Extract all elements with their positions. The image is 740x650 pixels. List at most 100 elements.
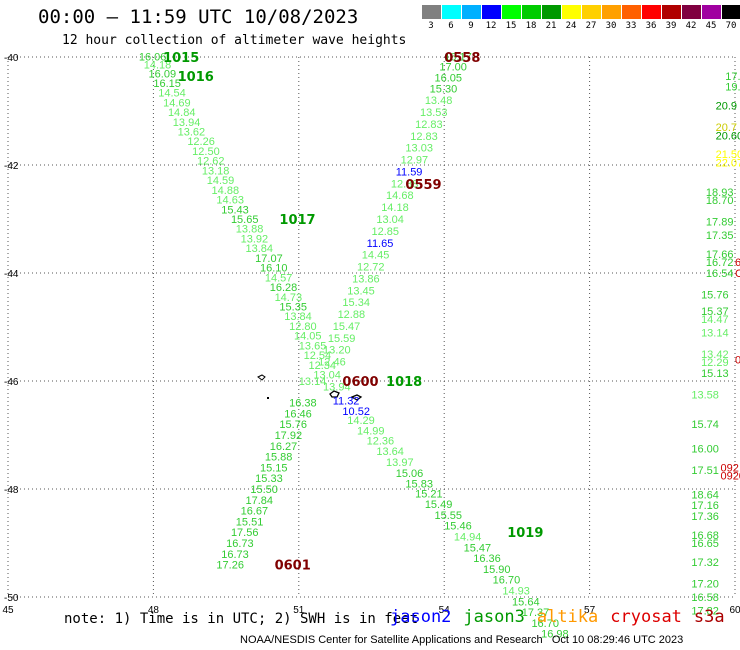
wave-height-value: 22.07: [716, 157, 740, 169]
wave-height-value: 13.04: [313, 370, 341, 382]
wave-height-value: 15.76: [701, 290, 729, 302]
credit-line: NOAA/NESDIS Center for Satellite Applica…: [240, 634, 684, 646]
island-outlines: [257, 374, 363, 401]
wave-height-value: 16.27: [270, 441, 298, 453]
wave-height-value: 13.64: [376, 446, 404, 458]
legend-label: 9: [468, 21, 474, 31]
wave-height-value: 15.76: [279, 419, 307, 431]
wave-height-value: 15.65: [231, 214, 259, 226]
wave-height-value: 12.83: [410, 131, 438, 143]
legend-swatch: [542, 5, 562, 19]
legend-label: 3: [428, 21, 434, 31]
lat-tick-label: -48: [4, 485, 19, 496]
note-text: note: 1) Time is in UTC; 2) SWH is in fe…: [64, 611, 419, 627]
wave-height-value: 17.00: [439, 62, 467, 74]
wave-height-value: 15.21: [415, 488, 443, 500]
island-shape: [257, 374, 266, 381]
wave-height-value: 14.18: [381, 202, 409, 214]
edge-value: 092: [720, 462, 738, 474]
wave-height-value: 13.20: [323, 345, 351, 357]
wave-height-value: 20.9: [716, 101, 737, 113]
wave-height-value: 12.97: [401, 155, 429, 167]
wave-height-value: 13.03: [405, 143, 433, 155]
wave-height-value: 14.29: [347, 415, 375, 427]
wave-height-value: 14.63: [216, 195, 244, 207]
satellite-legend: jason2 jason3 altika cryosat s3a: [390, 607, 725, 627]
legend-label: 21: [545, 21, 557, 31]
legend-label: 36: [645, 21, 657, 31]
wave-height-value: 14.45: [362, 250, 390, 262]
legend-swatch: [602, 5, 622, 19]
wave-height-value: 15.50: [250, 484, 278, 496]
wave-height-value: 12.88: [391, 178, 419, 190]
pass-label: 1018: [386, 375, 422, 390]
wave-height-value: 12.54: [304, 350, 332, 362]
wave-height-value: 17.56: [231, 527, 259, 539]
wave-height-value: 12.80: [289, 321, 317, 333]
wave-height-value: 13.88: [236, 224, 264, 236]
wave-height-value: 15.37: [701, 306, 729, 318]
legend-label: 6: [448, 21, 454, 31]
lon-tick-label: 60: [729, 605, 740, 616]
wave-height-value: 12.36: [367, 435, 395, 447]
wave-height-value: 13.65: [299, 340, 327, 352]
wave-height-value: 14.57: [265, 272, 293, 284]
wave-height-value: 13.18: [202, 165, 230, 177]
wave-height-value: 17.84: [245, 495, 273, 507]
wave-height-value: 12.50: [192, 146, 220, 158]
wave-height-value: 13.94: [323, 381, 351, 393]
pass-label: 0558: [444, 51, 480, 66]
pass-label: 1016: [178, 70, 214, 85]
wave-height-value: 11.32: [333, 395, 360, 407]
legend-label: 42: [685, 21, 697, 31]
wave-height-value: 16.05: [435, 73, 463, 85]
lat-tick-label: -46: [4, 377, 19, 388]
wave-height-value: 18.93: [706, 187, 734, 199]
wave-height-value: 15.59: [328, 333, 356, 345]
pass-label: 0559: [405, 178, 441, 193]
lon-tick-label: 48: [148, 605, 160, 616]
legend-swatch: [482, 5, 502, 19]
pass-label: 1017: [279, 213, 315, 228]
legend-swatch: [442, 5, 462, 19]
legend-swatch: [642, 5, 662, 19]
wave-height-value: 14.73: [275, 292, 303, 304]
wave-height-value: 17.37: [522, 607, 550, 619]
legend-label: 12: [485, 21, 497, 31]
wave-height-value: 12.85: [372, 226, 400, 238]
edge-value: 6: [735, 257, 740, 269]
wave-height-value: 16.68: [691, 530, 719, 542]
wave-height-value: 13.92: [241, 233, 269, 245]
wave-height-value: 10.52: [342, 406, 370, 418]
wave-height-value: 12.29: [701, 357, 729, 369]
wave-height-value: 11.59: [396, 166, 423, 178]
legend-swatch: [662, 5, 682, 19]
wave-height-value: 14.84: [168, 107, 196, 119]
wave-height-value: 12.46: [318, 357, 346, 369]
wave-height-value: 20.7: [716, 122, 737, 134]
wave-height-value: 15.13: [701, 368, 729, 380]
wave-height-value: 13.58: [691, 390, 719, 402]
wave-height-value: 12.83: [415, 119, 443, 131]
wave-height-value: 17.26: [216, 560, 244, 572]
map-ticks: 45 48 51 54 57 60 -40 -42 -44 -46 -48 -50: [2, 53, 740, 616]
wave-height-value: 15.64: [512, 596, 540, 608]
wave-height-value: 15.51: [236, 516, 264, 528]
wave-height-value: 15.49: [425, 499, 453, 511]
legend-swatch: [682, 5, 702, 19]
color-legend: [422, 5, 740, 21]
wave-height-value: 16.98: [541, 629, 569, 641]
wave-height-value: 17.2: [725, 71, 740, 83]
legend-swatch: [522, 5, 542, 19]
wave-height-value: 15.83: [405, 479, 433, 491]
legend-swatch: [502, 5, 522, 19]
satellite-name: cryosat: [610, 607, 682, 627]
satellite-name: jason2: [390, 607, 452, 627]
wave-height-value: 13.97: [386, 457, 414, 469]
lat-tick-label: -44: [4, 269, 19, 280]
wave-height-value: 18.64: [691, 489, 719, 501]
wave-height-value: 17.07: [255, 253, 283, 265]
wave-height-value: 17.16: [691, 500, 719, 512]
wave-height-value: 17.92: [275, 430, 303, 442]
